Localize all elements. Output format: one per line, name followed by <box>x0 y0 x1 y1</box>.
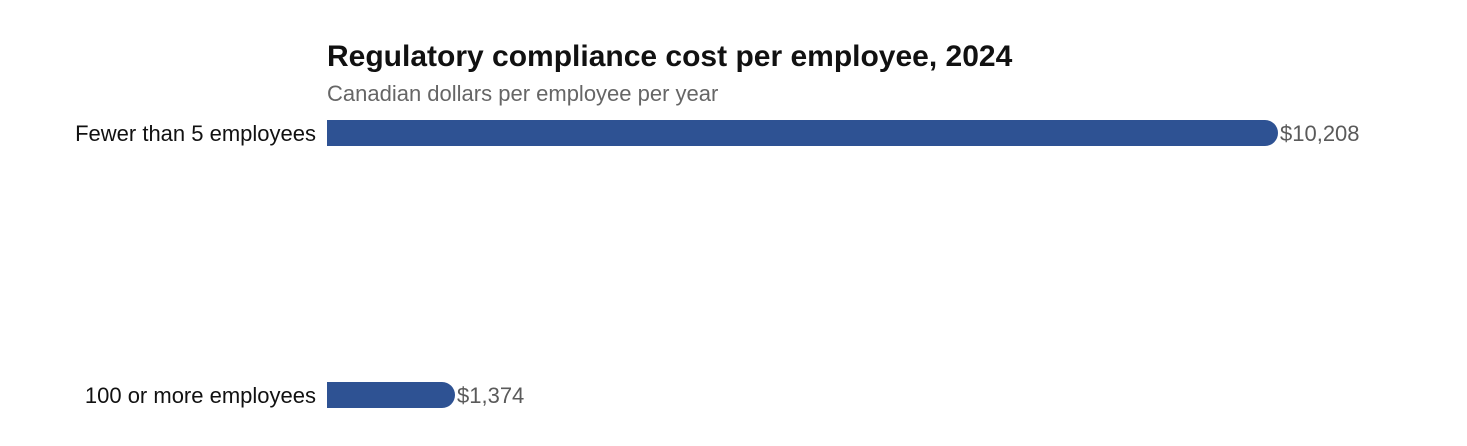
value-label-0: $10,208 <box>1280 121 1360 146</box>
category-label-0: Fewer than 5 employees <box>75 121 316 146</box>
bar-1 <box>327 382 456 408</box>
bars-group: Fewer than 5 employees $10,208 100 or more… <box>75 120 1360 408</box>
chart-subtitle: Canadian dollars per employee per year <box>327 81 718 106</box>
bar-0 <box>327 120 1278 146</box>
value-label-1: $1,374 <box>457 383 524 408</box>
category-label-1: 100 or more employees <box>85 383 316 408</box>
chart-title: Regulatory compliance cost per employee,… <box>327 40 1013 73</box>
